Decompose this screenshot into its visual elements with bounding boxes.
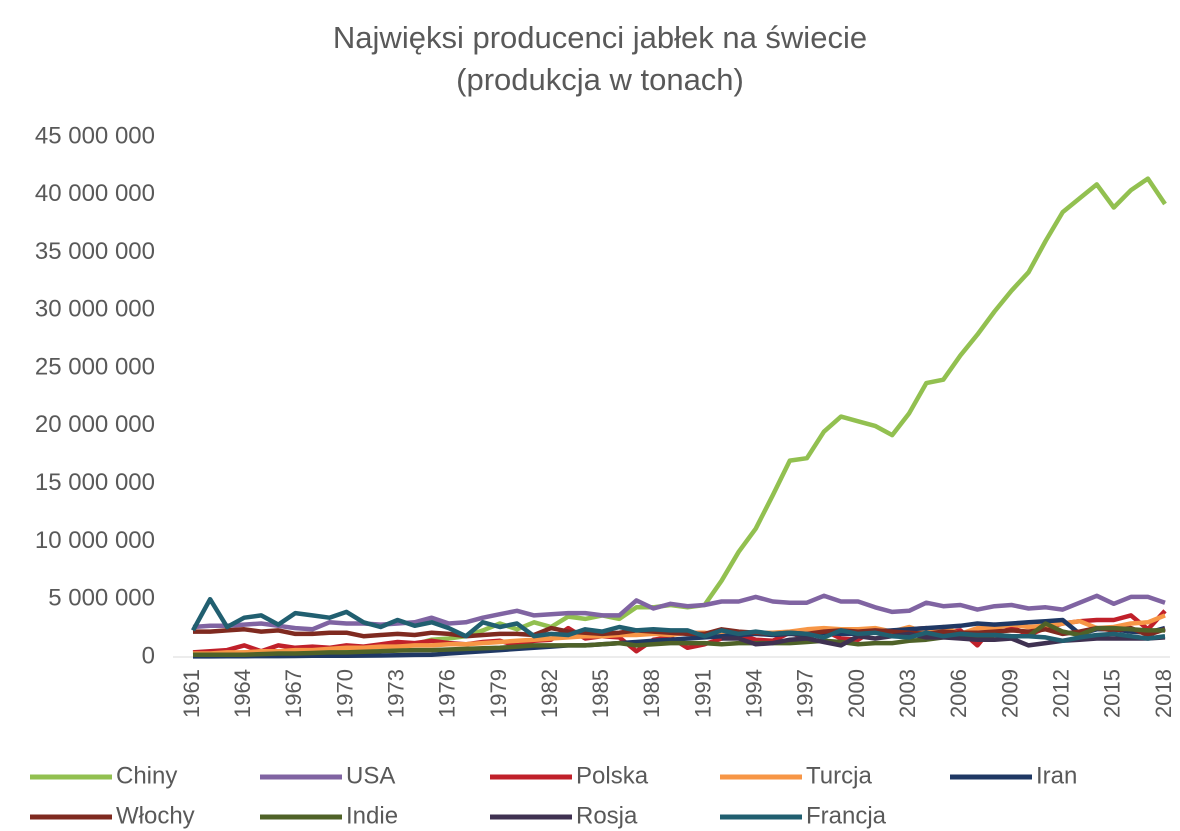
x-tick-label: 1964	[230, 669, 255, 718]
x-tick-label: 2006	[946, 669, 971, 718]
y-tick-label: 35 000 000	[35, 238, 155, 265]
x-tick-label: 1961	[179, 669, 204, 718]
x-tick-label: 2009	[997, 669, 1022, 718]
series-line	[193, 617, 1166, 659]
y-tick-label: 25 000 000	[35, 353, 155, 380]
legend-label: Francja	[806, 802, 887, 829]
x-tick-label: 1991	[690, 669, 715, 718]
series-line	[192, 593, 1166, 632]
x-tick-label: 2012	[1048, 669, 1073, 718]
y-tick-label: 15 000 000	[35, 469, 155, 496]
legend-label: USA	[346, 762, 395, 789]
x-tick-label: 1970	[332, 669, 357, 718]
x-tick-label: 1982	[537, 669, 562, 718]
legend-label: Włochy	[116, 802, 195, 829]
legend-label: Iran	[1036, 762, 1077, 789]
x-tick-label: 1973	[383, 669, 408, 718]
x-tick-label: 1988	[639, 669, 664, 718]
x-tick-label: 2018	[1151, 669, 1176, 718]
y-tick-label: 20 000 000	[35, 411, 155, 438]
y-tick-label: 45 000 000	[35, 122, 155, 149]
series-line	[192, 176, 1167, 657]
y-tick-label: 5 000 000	[48, 585, 155, 612]
chart-subtitle: (produkcja w tonach)	[456, 62, 744, 97]
x-tick-label: 1979	[486, 669, 511, 718]
x-tick-label: 1994	[742, 669, 767, 718]
x-tick-label: 2015	[1100, 669, 1125, 718]
x-tick-label: 2003	[895, 669, 920, 718]
legend-label: Indie	[346, 802, 398, 829]
x-tick-label: 1997	[793, 669, 818, 718]
series-line	[191, 596, 1166, 644]
y-tick-label: 30 000 000	[35, 296, 155, 323]
x-tick-label: 1976	[435, 669, 460, 718]
series-line	[193, 625, 1166, 639]
legend-label: Polska	[576, 762, 649, 789]
legend-label: Chiny	[116, 762, 177, 789]
x-tick-label: 1967	[281, 669, 306, 718]
x-tick-label: 2000	[844, 669, 869, 718]
legend-label: Rosja	[576, 802, 638, 829]
chart-title: Najwięksi producenci jabłek na świecie	[333, 20, 867, 55]
y-tick-label: 40 000 000	[35, 180, 155, 207]
legend-label: Turcja	[806, 762, 872, 789]
x-tick-label: 1985	[588, 669, 613, 718]
y-tick-label: 10 000 000	[35, 527, 155, 554]
y-tick-label: 0	[142, 642, 155, 669]
